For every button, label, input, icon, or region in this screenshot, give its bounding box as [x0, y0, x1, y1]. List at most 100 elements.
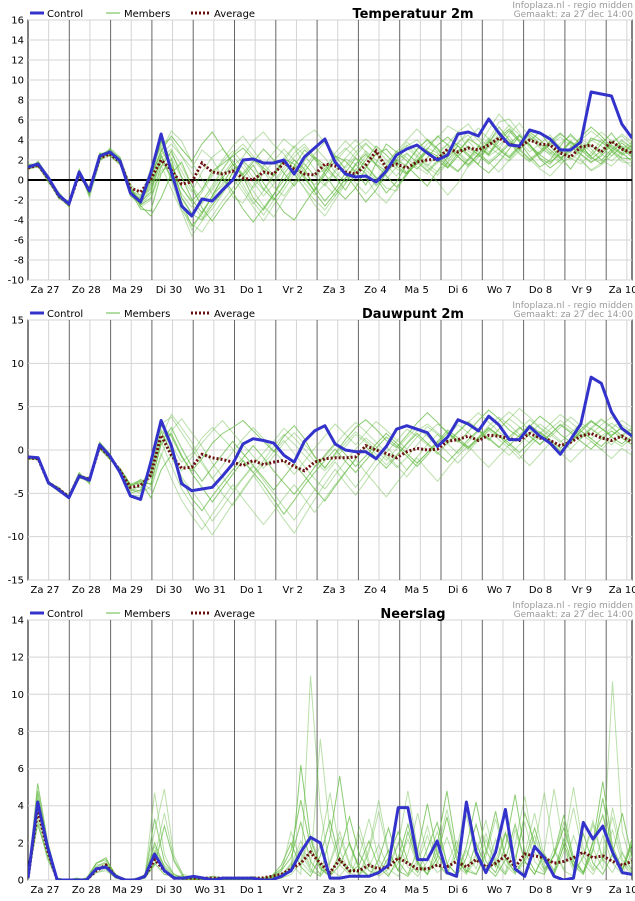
x-tick-label: Vr 9: [572, 885, 593, 896]
x-tick-label: Za 27: [31, 885, 60, 896]
series-group: [28, 375, 632, 536]
series-group: [28, 675, 632, 880]
y-tick-label: 2: [18, 156, 24, 167]
credit-line-1: Infoplaza.nl - regio midden: [512, 1, 633, 11]
x-tick-label: Za 3: [323, 885, 346, 896]
legend-label-average: Average: [214, 9, 255, 20]
member-line: [28, 423, 632, 522]
y-tick-label: 0: [18, 176, 24, 187]
member-line: [28, 790, 632, 880]
member-line: [28, 440, 632, 531]
y-tick-label: -8: [14, 256, 24, 267]
x-tick-label: Ma 29: [112, 285, 143, 296]
legend-label-members: Members: [124, 309, 170, 320]
y-tick-label: 4: [18, 136, 24, 147]
y-tick-label: 16: [11, 16, 24, 27]
y-tick-label: -10: [8, 532, 24, 543]
x-tick-label: Wo 7: [487, 585, 512, 596]
y-tick-label: 8: [18, 727, 24, 738]
x-tick-label: Za 27: [31, 285, 60, 296]
x-tick-label: Ma 29: [112, 885, 143, 896]
credit-line-1: Infoplaza.nl - regio midden: [512, 601, 633, 611]
control-line: [28, 90, 632, 218]
y-tick-label: 12: [11, 653, 24, 664]
legend: Control Members Average: [30, 309, 255, 320]
x-tick-label: Zo 28: [72, 585, 101, 596]
chart-title: Neerslag: [380, 607, 445, 622]
x-tick-label: Ma 29: [112, 585, 143, 596]
y-tick-label: 14: [11, 36, 24, 47]
x-tick-label: Ma 5: [405, 285, 429, 296]
chart-title: Temperatuur 2m: [352, 7, 473, 22]
x-tick-label: Vr 2: [283, 885, 304, 896]
x-tick-label: Wo 7: [487, 285, 512, 296]
control-line: [28, 375, 632, 501]
x-tick-label: Wo 31: [195, 585, 226, 596]
legend: Control Members Average: [30, 9, 255, 20]
y-tick-label: 6: [18, 116, 24, 127]
credit-line-2: Gemaakt: za 27 dec 14:00: [514, 10, 634, 20]
member-line: [28, 413, 632, 507]
x-tick-label: Za 10: [609, 885, 635, 896]
x-tick-label: Vr 2: [283, 585, 304, 596]
x-tick-label: Za 3: [323, 585, 346, 596]
member-line: [28, 807, 632, 880]
x-tick-label: Di 30: [156, 885, 182, 896]
y-tick-label: -5: [14, 489, 24, 500]
x-tick-label: Wo 31: [195, 885, 226, 896]
x-tick-label: Do 1: [240, 885, 263, 896]
control-line: [28, 800, 632, 880]
y-tick-label: 10: [11, 359, 24, 370]
y-tick-label: 0: [18, 446, 24, 457]
y-tick-label: -2: [14, 196, 24, 207]
temperature-chart: -10 -8 -6 -4 -2 0 2 4 6 8 10 12 14 16 Za 27 Zo 28 Ma 29 D…: [8, 1, 635, 296]
y-tick-label: 0: [18, 876, 24, 887]
y-tick-label: -10: [8, 276, 24, 287]
x-tick-label: Di 6: [448, 885, 468, 896]
credit-line-1: Infoplaza.nl - regio midden: [512, 301, 633, 311]
legend-label-control: Control: [47, 309, 83, 320]
x-tick-label: Zo 4: [364, 585, 387, 596]
x-tick-label: Do 8: [529, 885, 552, 896]
x-tick-label: Vr 9: [572, 585, 593, 596]
x-tick-label: Za 3: [323, 285, 346, 296]
average-line: [28, 431, 632, 500]
y-tick-label: 2: [18, 838, 24, 849]
y-tick-label: 5: [18, 402, 24, 413]
x-tick-label: Zo 4: [364, 285, 387, 296]
y-tick-label: 12: [11, 56, 24, 67]
plot-area: [27, 619, 633, 881]
legend-label-members: Members: [124, 9, 170, 20]
legend-label-average: Average: [214, 609, 255, 620]
y-tick-label: -15: [8, 576, 24, 587]
x-tick-label: Di 30: [156, 285, 182, 296]
x-tick-label: Di 6: [448, 585, 468, 596]
y-tick-label: 8: [18, 96, 24, 107]
x-tick-label: Vr 9: [572, 285, 593, 296]
y-tick-label: -6: [14, 236, 24, 247]
x-tick-label: Zo 28: [72, 885, 101, 896]
member-line: [28, 775, 632, 880]
dewpoint-chart: -15 -10 -5 0 5 10 15 Za 27 Zo 28 Ma 29 Di 30 Wo 31 D…: [8, 301, 635, 596]
legend-label-average: Average: [214, 309, 255, 320]
x-tick-label: Za 10: [609, 285, 635, 296]
x-tick-label: Wo 7: [487, 885, 512, 896]
y-tick-label: 10: [11, 76, 24, 87]
x-tick-label: Ma 5: [405, 885, 429, 896]
legend-label-control: Control: [47, 9, 83, 20]
y-tick-label: 14: [11, 616, 24, 627]
legend: Control Members Average: [30, 609, 255, 620]
x-tick-label: Di 30: [156, 585, 182, 596]
y-tick-label: 4: [18, 801, 24, 812]
x-tick-label: Do 8: [529, 285, 552, 296]
member-line: [28, 133, 632, 219]
x-tick-label: Do 8: [529, 585, 552, 596]
y-tick-label: 6: [18, 764, 24, 775]
precipitation-chart: 0 2 4 6 8 10 12 14 Za 27 Zo 28 Ma 29 Di 30 Wo 31 Do 1…: [11, 601, 635, 896]
legend-label-control: Control: [47, 609, 83, 620]
x-tick-label: Za 27: [31, 585, 60, 596]
member-line: [28, 412, 632, 497]
chart-title: Dauwpunt 2m: [362, 307, 464, 322]
x-tick-label: Za 10: [609, 585, 635, 596]
